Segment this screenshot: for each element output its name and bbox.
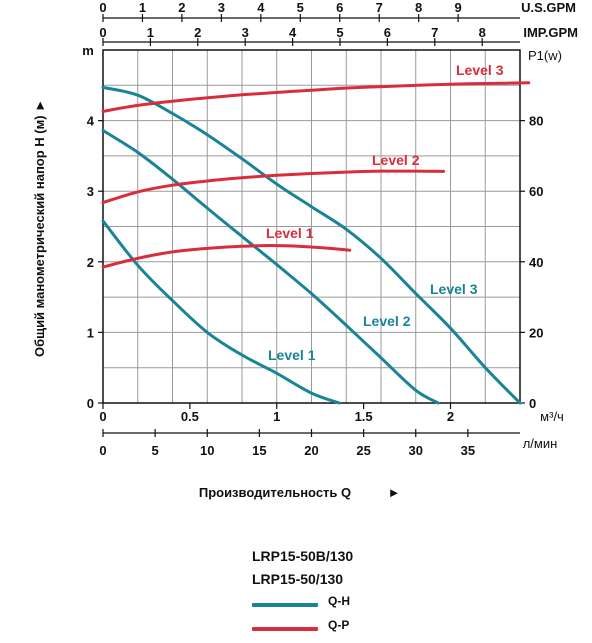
lmin-tick-label: 30: [409, 443, 423, 458]
impgpm-tick-label: 0: [99, 25, 106, 40]
m3h-tick-label: 0: [99, 409, 106, 424]
curve-label-level-3-q-p: Level 3: [456, 62, 504, 78]
m3h-tick-label: 2: [447, 409, 454, 424]
usgpm-tick-label: 1: [139, 0, 146, 15]
model-name-1: LRP15-50B/130: [252, 548, 354, 564]
curve-label-level-1-q-p: Level 1: [266, 225, 314, 241]
legend-swatch-qh: [252, 603, 318, 607]
plot-frame: [102, 49, 521, 404]
power-tick-label: 60: [529, 184, 543, 199]
impgpm-tick-label: 5: [336, 25, 343, 40]
impgpm-tick-label: 7: [431, 25, 438, 40]
power-tick-label: 80: [529, 114, 543, 129]
curve-level-3-q-h: [101, 85, 522, 405]
curve-label-level-3-q-h: Level 3: [430, 281, 478, 297]
impgpm-tick-label: 4: [289, 25, 297, 40]
curve-level-2-q-h: [101, 129, 440, 405]
m3h-unit-label: м³/ч: [540, 409, 564, 424]
usgpm-tick-label: 0: [99, 0, 106, 15]
head-tick-label: 2: [87, 255, 94, 270]
usgpm-tick-label: 4: [257, 0, 265, 15]
head-tick-label: 3: [87, 184, 94, 199]
impgpm-unit-label: IMP.GPM: [523, 25, 578, 40]
legend-item-qh: Q-H: [252, 592, 452, 616]
legend-swatch-qp: [252, 627, 318, 631]
usgpm-tick-label: 3: [218, 0, 225, 15]
x-axis-title: Производительность Q: [199, 485, 351, 500]
lmin-unit-label: л/мин: [523, 436, 558, 451]
m3h-tick-label: 0.5: [181, 409, 199, 424]
head-unit-label: m: [82, 43, 94, 58]
power-tick-label: 20: [529, 325, 543, 340]
curve-label-level-2-q-h: Level 2: [363, 313, 411, 329]
x-axis-arrow: ►: [388, 485, 401, 500]
curve-label-level-2-q-p: Level 2: [372, 152, 420, 168]
lmin-tick-label: 5: [152, 443, 159, 458]
curve-level-2-q-p: [101, 169, 446, 204]
legend-label-qh: Q-H: [328, 594, 350, 608]
head-tick-label: 0: [87, 396, 94, 411]
lmin-tick-label: 10: [200, 443, 214, 458]
grid: [103, 50, 520, 403]
lmin-tick-label: 25: [356, 443, 370, 458]
power-unit-label: P1(w): [528, 48, 562, 63]
impgpm-tick-label: 3: [242, 25, 249, 40]
lmin-tick-label: 0: [99, 443, 106, 458]
usgpm-tick-label: 2: [178, 0, 185, 15]
usgpm-tick-label: 9: [455, 0, 462, 15]
impgpm-tick-label: 8: [479, 25, 486, 40]
head-tick-label: 1: [87, 325, 94, 340]
y-axis-title: Общий манометрический напор H (м) ►: [32, 99, 47, 357]
m3h-tick-label: 1: [273, 409, 280, 424]
lmin-tick-label: 35: [461, 443, 475, 458]
usgpm-tick-label: 7: [376, 0, 383, 15]
usgpm-tick-label: 5: [297, 0, 304, 15]
axis-labels: Общий манометрический напор H (м) ► Произ…: [32, 99, 400, 500]
impgpm-tick-label: 2: [194, 25, 201, 40]
head-tick-label: 4: [87, 114, 95, 129]
legend: LRP15-50B/130 LRP15-50/130 Q-H Q-P: [252, 546, 452, 640]
legend-label-qp: Q-P: [328, 618, 350, 632]
plot-border: [102, 49, 521, 404]
curves: Level 1 Level 2 Level 3 Level 1 Level 2 Level…: [101, 62, 531, 405]
impgpm-tick-label: 6: [384, 25, 391, 40]
lmin-tick-label: 20: [304, 443, 318, 458]
curve-level-3-q-p: [101, 81, 531, 113]
lmin-tick-label: 15: [252, 443, 266, 458]
power-tick-label: 40: [529, 255, 543, 270]
usgpm-tick-label: 8: [415, 0, 422, 15]
m3h-tick-label: 1.5: [355, 409, 373, 424]
usgpm-tick-label: 6: [336, 0, 343, 15]
impgpm-tick-label: 1: [147, 25, 154, 40]
legend-item-qp: Q-P: [252, 616, 452, 640]
usgpm-unit-label: U.S.GPM: [521, 0, 576, 15]
curve-level-1-q-h: [101, 219, 341, 405]
power-tick-label: 0: [529, 396, 536, 411]
curve-level-1-q-p: [101, 244, 352, 269]
curve-label-level-1-q-h: Level 1: [268, 347, 316, 363]
model-name-2: LRP15-50/130: [252, 571, 344, 587]
